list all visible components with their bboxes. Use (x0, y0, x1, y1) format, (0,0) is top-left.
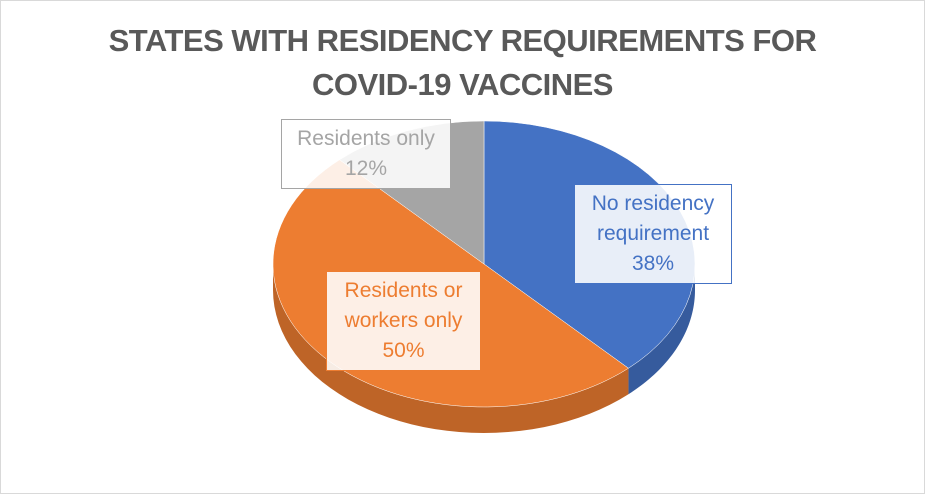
label-value: 12% (344, 157, 388, 180)
slice-side (628, 264, 695, 395)
label-value: 50% (382, 339, 425, 362)
data-label: Residents or workers only 50% (326, 271, 481, 371)
label-category: Residents or workers only (344, 279, 463, 332)
data-label: No residency requirement 38% (574, 184, 732, 284)
slice-side (273, 264, 629, 433)
label-category: Residents only (297, 127, 435, 150)
label-value: 38% (631, 252, 675, 275)
chart-title: STATES WITH RESIDENCY REQUIREMENTS FOR C… (108, 23, 817, 102)
data-label: Residents only 12% (281, 119, 451, 189)
label-category: No residency requirement (591, 192, 715, 245)
